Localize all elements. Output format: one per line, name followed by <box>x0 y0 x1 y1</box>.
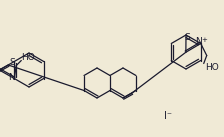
Text: S: S <box>9 58 15 67</box>
Text: HO: HO <box>22 53 35 62</box>
Text: N: N <box>195 38 202 46</box>
Text: I⁻: I⁻ <box>164 111 172 121</box>
Text: HO: HO <box>205 63 219 72</box>
Text: S: S <box>185 32 190 42</box>
Text: +: + <box>201 38 207 44</box>
Text: N: N <box>9 73 15 82</box>
